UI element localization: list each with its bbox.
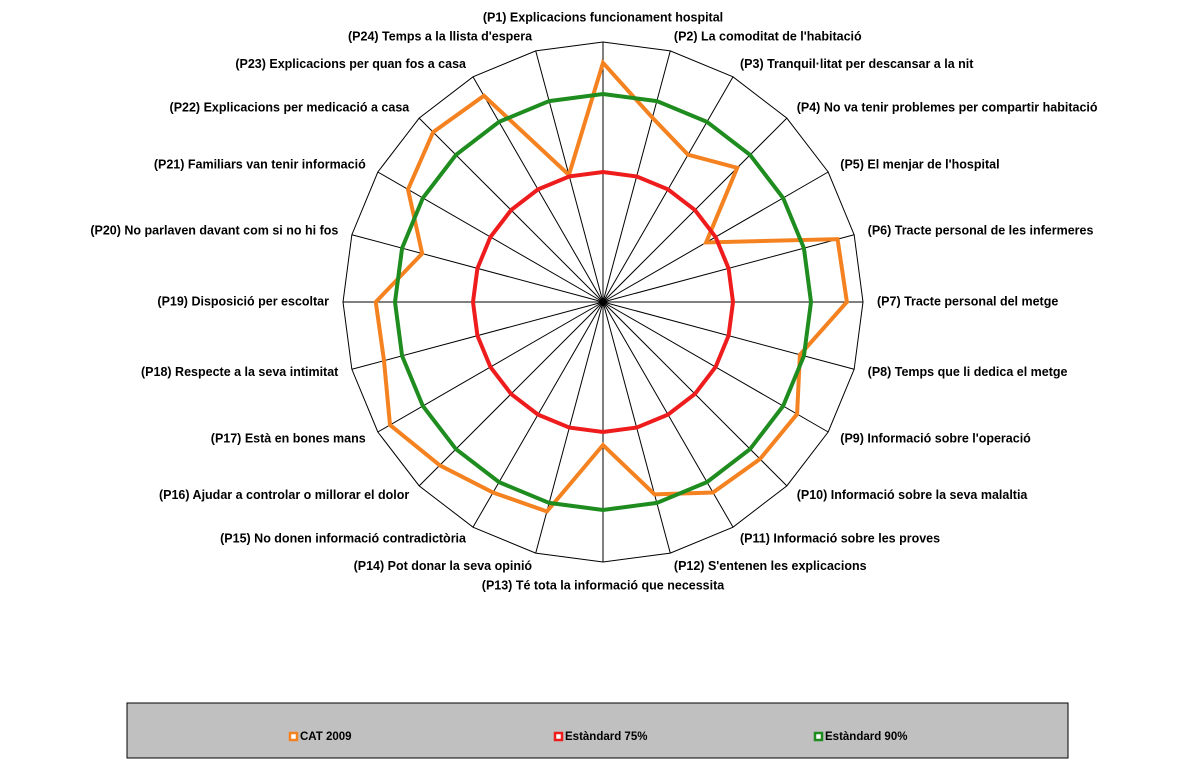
category-label: (P23) Explicacions per quan fos a casa	[235, 57, 467, 71]
legend-swatch	[288, 731, 299, 742]
category-label: (P18) Respecte a la seva intimitat	[141, 365, 339, 379]
category-label: (P13) Té tota la informació que necessit…	[482, 578, 725, 592]
series-line	[373, 58, 849, 514]
category-label: (P1) Explicacions funcionament hospital	[483, 10, 723, 24]
category-label: (P3) Tranquil·litat per descansar a la n…	[740, 57, 974, 71]
category-label: (P10) Informació sobre la seva malaltia	[797, 488, 1029, 502]
category-label: (P15) No donen informació contradictòria	[220, 532, 467, 546]
category-label: (P14) Pot donar la seva opinió	[354, 559, 533, 573]
category-label: (P16) Ajudar a controlar o millorar el d…	[159, 488, 409, 502]
category-label: (P2) La comoditat de l'habitació	[674, 30, 862, 44]
legend-swatch	[553, 731, 564, 742]
category-label: (P4) No va tenir problemes per compartir…	[797, 101, 1098, 115]
category-label: (P22) Explicacions per medicació a casa	[170, 101, 411, 115]
category-label: (P7) Tracte personal del metge	[877, 294, 1058, 308]
category-label: (P12) S'entenen les explicacions	[674, 559, 867, 573]
category-label: (P20) No parlaven davant com si no hi fo…	[90, 223, 338, 237]
legend-label: Estàndard 75%	[565, 731, 647, 743]
legend-box	[126, 702, 1069, 759]
category-label: (P9) Informació sobre l'operació	[840, 431, 1031, 445]
series-line	[392, 91, 814, 513]
category-label: (P8) Temps que li dedica el metge	[868, 365, 1068, 379]
legend-label: Estàndard 90%	[825, 731, 907, 743]
category-label: (P11) Informació sobre les proves	[740, 532, 940, 546]
category-label: (P5) El menjar de l'hospital	[840, 157, 999, 171]
category-label: (P21) Familiars van tenir informació	[154, 157, 366, 171]
legend-swatch	[813, 731, 824, 742]
series-line	[470, 169, 736, 435]
category-label: (P17) Està en bones mans	[211, 431, 366, 445]
legend-label: CAT 2009	[300, 731, 352, 743]
category-label: (P6) Tracte personal de les infermeres	[868, 223, 1094, 237]
category-label: (P24) Temps a la llista d'espera	[348, 30, 533, 44]
category-label: (P19) Disposició per escoltar	[157, 294, 329, 308]
